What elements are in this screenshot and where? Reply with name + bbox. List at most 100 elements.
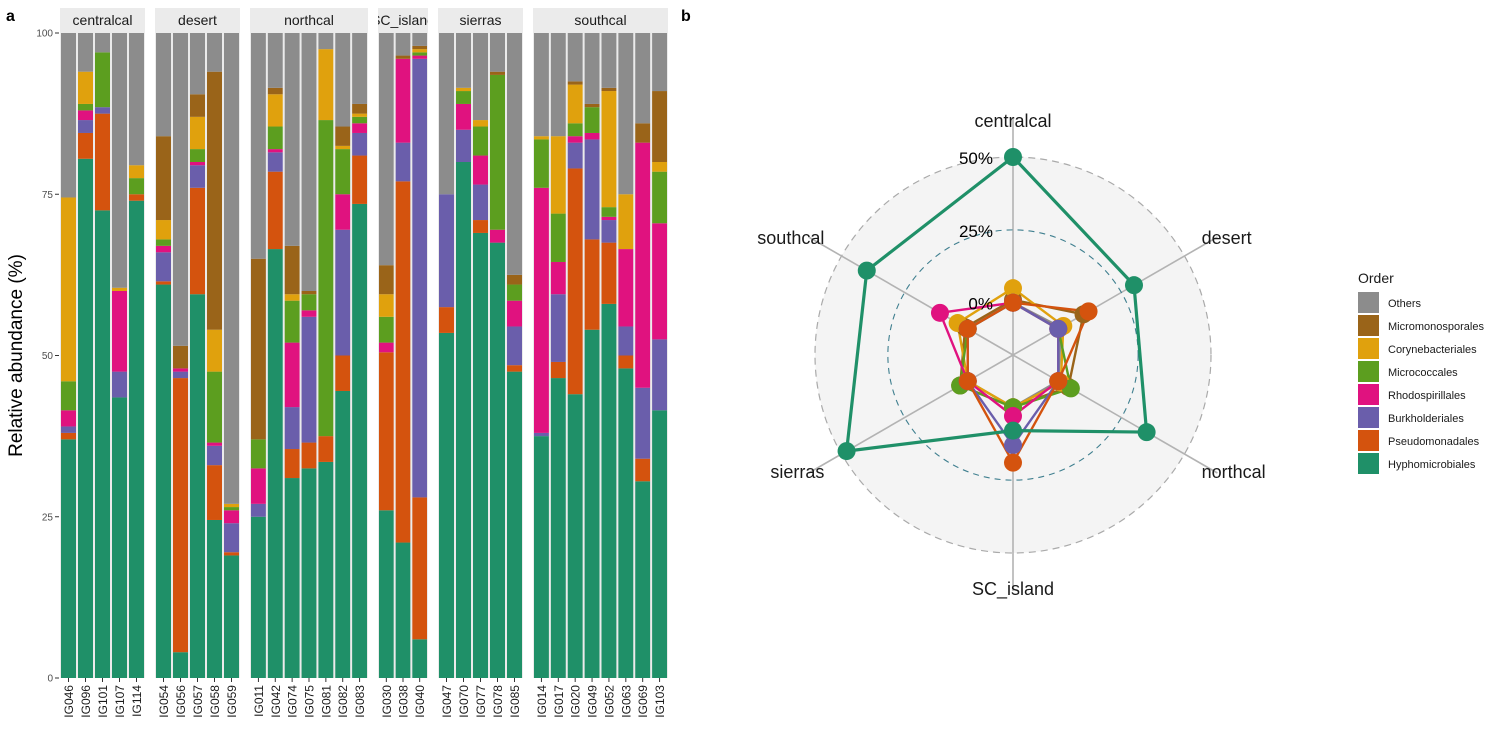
bar-segment-Corynebacteriales [318, 49, 334, 121]
x-tick-label: IG020 [569, 685, 583, 718]
bar-segment-Corynebacteriales [267, 94, 283, 127]
bar-segment-Corynebacteriales [224, 503, 239, 508]
bar-IG047 [439, 33, 454, 678]
bar-segment-Others [473, 33, 488, 121]
bar-segment-Others [95, 33, 110, 53]
bar-segment-Burkholderiales [439, 194, 454, 308]
bar-segment-Pseudomonadales [395, 181, 411, 543]
bar-segment-Corynebacteriales [156, 220, 171, 240]
bar-segment-Corynebacteriales [567, 84, 583, 124]
radar-point-Rhodospirillales [1004, 407, 1022, 426]
bar-segment-Others [267, 33, 283, 88]
bar-IG058 [207, 33, 222, 678]
legend-label: Corynebacteriales [1388, 344, 1477, 356]
bar-segment-Micromonosporales [284, 245, 300, 295]
bar-segment-Corynebacteriales [207, 329, 222, 372]
bar-segment-Burkholderiales [635, 387, 651, 459]
bar-segment-Rhodospirillales [635, 142, 651, 388]
bar-segment-Hyphomicrobiales [379, 510, 394, 678]
bar-segment-Others [490, 33, 505, 72]
bar-segment-Others [224, 33, 239, 504]
bar-IG057 [190, 33, 205, 678]
bar-segment-Rhodospirillales [251, 468, 266, 504]
x-tick-label: IG014 [535, 685, 549, 718]
bar-segment-Micrococcales [301, 294, 317, 311]
bar-segment-Others [352, 33, 367, 104]
bar-segment-Corynebacteriales [352, 113, 367, 117]
bar-segment-Micromonosporales [490, 71, 505, 75]
radar-ring-label: 0% [968, 295, 993, 314]
bar-segment-Micrococcales [412, 52, 427, 56]
x-tick-label: IG040 [413, 685, 427, 718]
bar-IG069 [635, 33, 651, 678]
facet-strip-label: northcal [284, 12, 334, 28]
bar-segment-Hyphomicrobiales [61, 439, 76, 678]
legend-entry: Micrococcales [1358, 361, 1458, 382]
bar-IG114 [129, 33, 144, 678]
bar-segment-Others [379, 33, 394, 266]
bar-segment-Hyphomicrobiales [318, 461, 334, 678]
bar-segment-Others [301, 33, 317, 291]
bar-segment-Pseudomonadales [352, 155, 367, 204]
bar-segment-Others [584, 33, 600, 104]
legend-label: Micrococcales [1388, 367, 1458, 379]
x-tick-label: IG069 [636, 685, 650, 718]
radar-point-Pseudomonadales [1004, 293, 1022, 312]
bar-segment-Micrococcales [61, 381, 76, 411]
bar-segment-Corynebacteriales [190, 116, 205, 150]
x-tick-label: IG114 [130, 685, 144, 717]
panel-label-b: b [681, 8, 691, 25]
bar-IG075 [301, 33, 317, 678]
legend-swatch [1358, 361, 1379, 382]
bar-segment-Corynebacteriales [335, 145, 351, 150]
bar-segment-Burkholderiales [95, 107, 110, 114]
bar-segment-Burkholderiales [618, 326, 634, 356]
bar-segment-Rhodospirillales [284, 342, 300, 408]
facet-SC_island: SC_island IG030 IG038 IG040 [371, 8, 435, 718]
bar-segment-Others [534, 33, 549, 137]
radar-point-Rhodospirillales [930, 303, 949, 322]
bar-segment-Micromonosporales [335, 126, 351, 146]
x-tick-label: IG096 [79, 685, 93, 718]
legend-swatch [1358, 453, 1379, 474]
bar-segment-Burkholderiales [335, 229, 351, 356]
x-tick-label: IG075 [303, 685, 317, 718]
bar-segment-Pseudomonadales [584, 239, 600, 330]
bar-segment-Micrococcales [352, 116, 367, 124]
bar-segment-Rhodospirillales [335, 194, 351, 230]
facet-strip-label: SC_island [371, 12, 435, 28]
radar-axis-label: southcal [757, 228, 824, 248]
bar-segment-Others [173, 33, 188, 346]
x-tick-label: IG074 [286, 685, 300, 718]
bar-segment-Corynebacteriales [129, 165, 144, 179]
bar-segment-Burkholderiales [173, 371, 188, 379]
bar-segment-Rhodospirillales [601, 216, 617, 221]
bar-segment-Corynebacteriales [78, 71, 93, 104]
bar-segment-Hyphomicrobiales [412, 639, 427, 678]
bar-segment-Burkholderiales [224, 523, 239, 553]
x-tick-label: IG101 [96, 685, 110, 718]
bar-segment-Others [456, 33, 471, 88]
bar-segment-Pseudomonadales [267, 171, 283, 250]
bar-segment-Hyphomicrobiales [395, 542, 411, 678]
x-tick-label: IG017 [552, 685, 566, 718]
bar-segment-Burkholderiales [601, 220, 617, 243]
legend-label: Burkholderiales [1388, 413, 1464, 425]
legend-swatch [1358, 292, 1379, 313]
bar-segment-Micrococcales [652, 171, 667, 224]
facet-strip [533, 8, 668, 33]
radar-point-Burkholderiales [1004, 436, 1022, 455]
bar-segment-Others [439, 33, 454, 195]
bar-segment-Burkholderiales [78, 120, 93, 133]
legend-swatch [1358, 338, 1379, 359]
bar-segment-Burkholderiales [567, 142, 583, 169]
bar-segment-Micrococcales [490, 74, 505, 230]
legend-entry: Burkholderiales [1358, 407, 1464, 428]
bar-segment-Rhodospirillales [78, 110, 93, 121]
bar-segment-Rhodospirillales [412, 55, 427, 59]
bar-segment-Others [550, 33, 566, 137]
x-tick-label: IG057 [191, 685, 205, 718]
bar-segment-Rhodospirillales [652, 223, 667, 340]
bar-segment-Micrococcales [456, 91, 471, 104]
